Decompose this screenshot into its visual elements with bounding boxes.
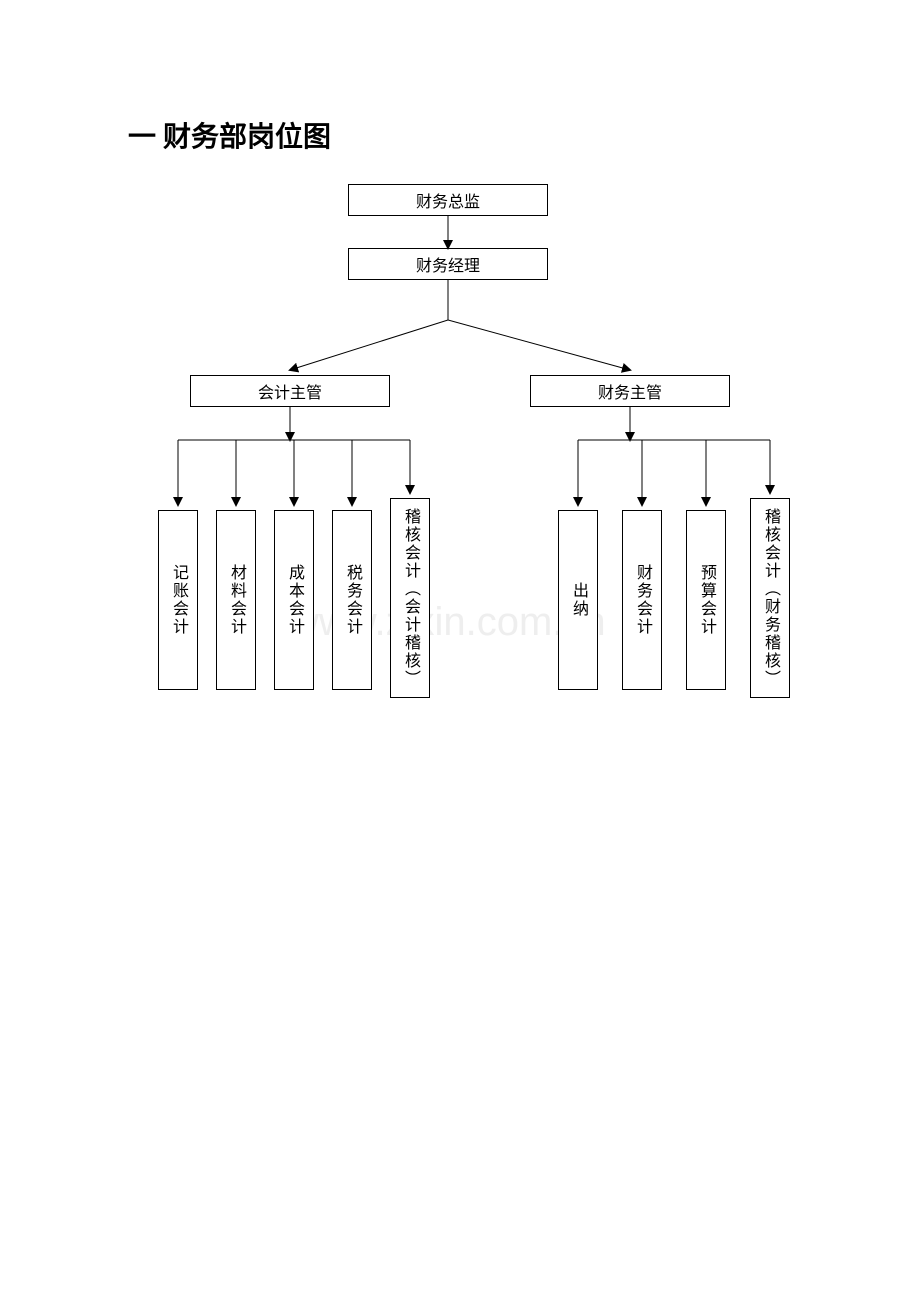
node-accounting-supervisor: 会计主管 <box>190 375 390 407</box>
leaf-cost: 成本会计 <box>274 510 314 690</box>
page-title: 一 财务部岗位图 <box>128 115 331 155</box>
leaf-finance-accounting: 财务会计 <box>622 510 662 690</box>
leaf-finance-accounting-label: 财务会计 <box>630 564 654 636</box>
leaf-audit-accounting: 稽核会计（会计稽核） <box>390 498 430 698</box>
node-accounting-supervisor-label: 会计主管 <box>258 379 322 403</box>
leaf-budget-label: 预算会计 <box>694 564 718 636</box>
leaf-materials-label: 材料会计 <box>224 564 248 636</box>
node-manager-label: 财务经理 <box>416 252 480 276</box>
leaf-audit-finance-label: 稽核会计（财务稽核） <box>758 508 782 688</box>
leaf-bookkeeping: 记账会计 <box>158 510 198 690</box>
node-manager: 财务经理 <box>348 248 548 280</box>
leaf-budget: 预算会计 <box>686 510 726 690</box>
leaf-audit-accounting-label: 稽核会计（会计稽核） <box>398 508 422 688</box>
leaf-bookkeeping-label: 记账会计 <box>166 564 190 636</box>
node-finance-supervisor-label: 财务主管 <box>598 379 662 403</box>
leaf-audit-finance: 稽核会计（财务稽核） <box>750 498 790 698</box>
leaf-tax: 税务会计 <box>332 510 372 690</box>
leaf-cashier: 出纳 <box>558 510 598 690</box>
node-finance-supervisor: 财务主管 <box>530 375 730 407</box>
leaf-materials: 材料会计 <box>216 510 256 690</box>
leaf-cost-label: 成本会计 <box>282 564 306 636</box>
leaf-cashier-label: 出纳 <box>566 582 590 618</box>
node-director-label: 财务总监 <box>416 188 480 212</box>
node-director: 财务总监 <box>348 184 548 216</box>
leaf-tax-label: 税务会计 <box>340 564 364 636</box>
